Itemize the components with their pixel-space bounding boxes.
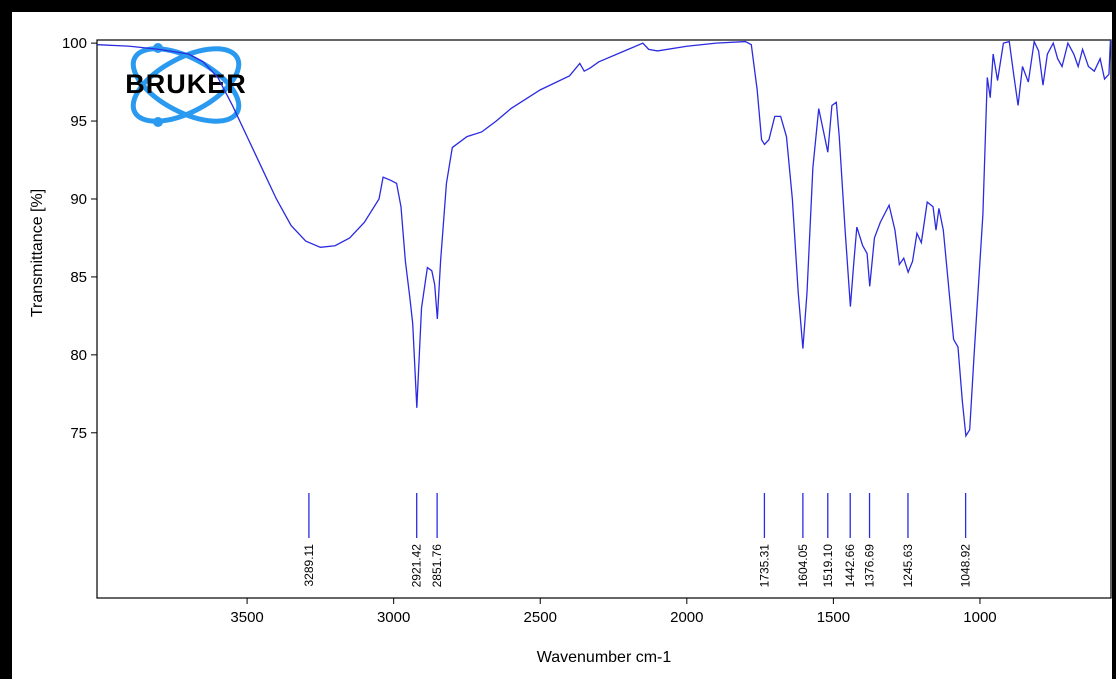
- y-tick-label: 75: [70, 425, 87, 442]
- frame-left: [0, 0, 12, 679]
- peak-label: 1376.69: [863, 544, 877, 588]
- logo: BRUKER: [125, 43, 247, 127]
- logo-orbit: [130, 46, 242, 124]
- plot-box: [96, 39, 1112, 599]
- logo-orbit: [130, 46, 242, 124]
- peak-label: 1735.31: [757, 544, 771, 588]
- x-tick-label: 2000: [670, 609, 703, 626]
- x-tick-label: 3000: [377, 609, 410, 626]
- x-tick-label: 1000: [963, 609, 996, 626]
- x-tick-label: 3500: [230, 609, 263, 626]
- x-tick-label: 2500: [524, 609, 557, 626]
- spectrum-line: [97, 39, 1112, 438]
- x-axis-label: Wavenumber cm-1: [537, 649, 672, 666]
- peak-label: 1245.63: [901, 544, 915, 588]
- y-tick-label: 100: [62, 35, 87, 52]
- peak-label: 2921.42: [410, 544, 424, 588]
- y-tick-label: 90: [70, 191, 87, 208]
- peak-label: 1048.92: [959, 544, 973, 588]
- frame-top: [0, 0, 1116, 12]
- peak-label: 1519.10: [821, 544, 835, 588]
- y-tick-label: 95: [70, 113, 87, 130]
- logo-text: BRUKER: [125, 69, 247, 99]
- y-tick-label: 85: [70, 269, 87, 286]
- logo-dot: [153, 43, 163, 53]
- frame-right: [1112, 0, 1116, 679]
- peak-label: 2851.76: [430, 544, 444, 588]
- y-tick-label: 80: [70, 347, 87, 364]
- peak-label: 1604.05: [796, 544, 810, 588]
- y-axis-label: Transmittance [%]: [29, 189, 46, 317]
- peak-label: 1442.66: [843, 544, 857, 588]
- logo-dot: [153, 117, 163, 127]
- x-tick-label: 1500: [817, 609, 850, 626]
- peak-label: 3289.11: [302, 544, 316, 587]
